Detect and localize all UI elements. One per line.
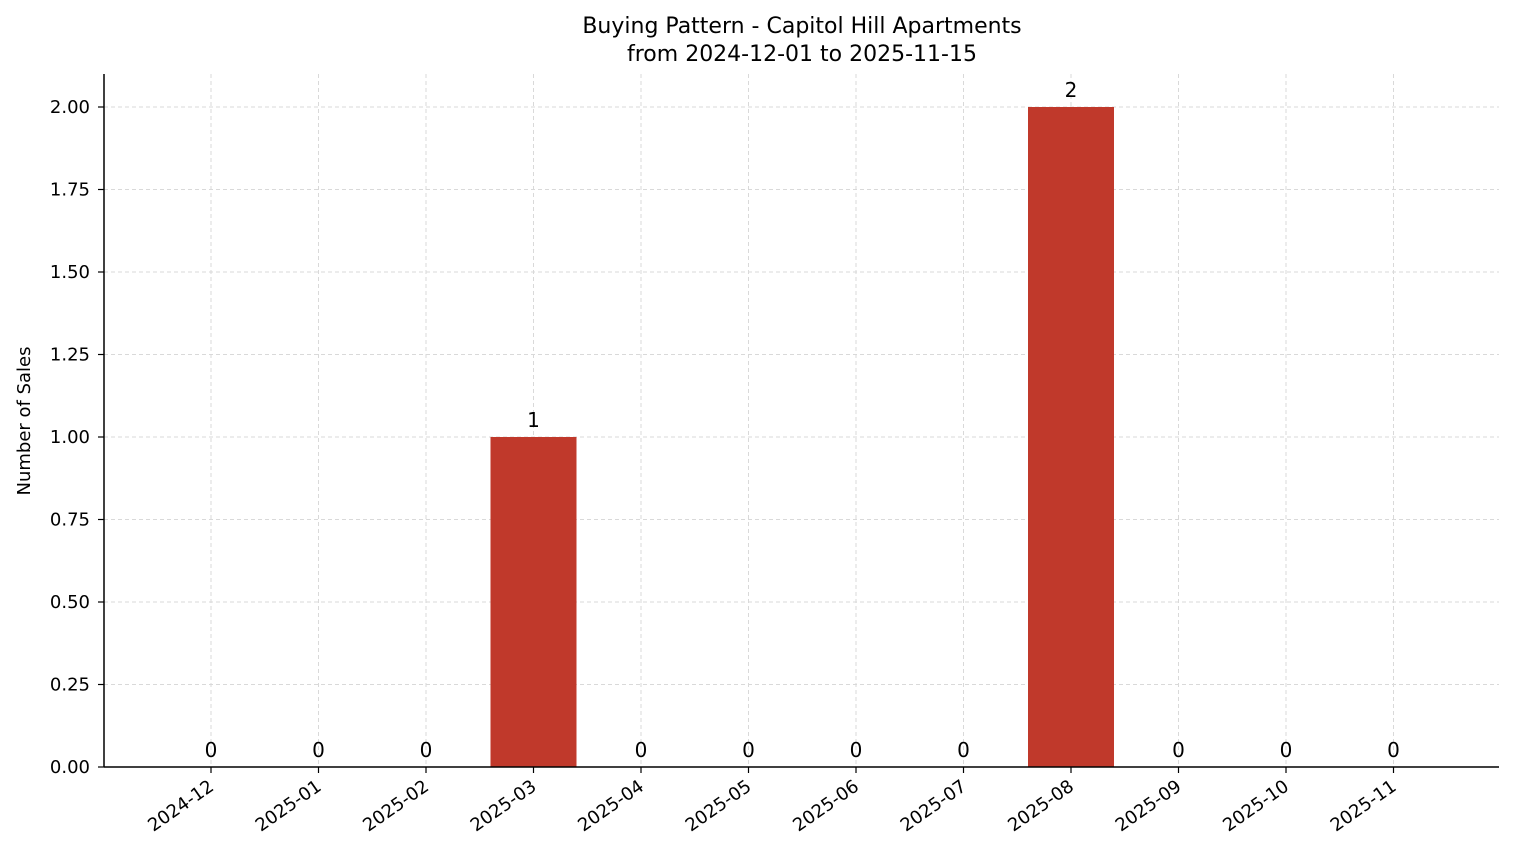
data-label-2025-11: 0 [1387, 738, 1400, 762]
y-ticks-layer: 0.00 0.25 0.50 0.75 1.00 1.25 1.50 1.75 2.00 [50, 97, 104, 778]
data-label-2025-09: 0 [1172, 738, 1185, 762]
axes-layer [103, 74, 1499, 768]
x-tick-label-2024-12: 2024-12 [144, 776, 218, 836]
data-label-2025-01: 0 [312, 738, 325, 762]
data-label-2025-10: 0 [1280, 738, 1293, 762]
y-tick-label: 1.25 [50, 345, 90, 366]
y-tick-label: 1.00 [50, 427, 90, 448]
x-tick-label-2025-01: 2025-01 [252, 776, 326, 836]
x-tick-label-2025-04: 2025-04 [574, 776, 648, 836]
y-axis-label: Number of Sales [14, 346, 35, 495]
y-tick-label: 0.50 [50, 592, 90, 613]
x-tick-label-2025-06: 2025-06 [789, 776, 863, 836]
chart-subtitle: from 2024-12-01 to 2025-11-15 [627, 42, 977, 67]
x-tick-label-2025-07: 2025-07 [897, 776, 971, 836]
data-label-2025-08: 2 [1065, 78, 1078, 102]
bars-layer [490, 107, 1114, 767]
x-tick-label-2025-11: 2025-11 [1327, 776, 1401, 836]
x-tick-label-2025-09: 2025-09 [1112, 776, 1186, 836]
data-label-2025-04: 0 [635, 738, 648, 762]
y-tick-label: 0.00 [50, 757, 90, 778]
x-tick-label-2025-05: 2025-05 [682, 776, 756, 836]
x-ticks-layer: 2024-12 2025-01 2025-02 2025-03 2025-04 2025-… [144, 767, 1400, 836]
y-tick-label: 2.00 [50, 97, 90, 118]
data-labels-layer: 0 0 0 1 0 0 0 0 2 0 0 0 [205, 78, 1400, 762]
y-tick-label: 0.25 [50, 675, 90, 696]
data-label-2025-05: 0 [742, 738, 755, 762]
bar-2025-08 [1028, 107, 1114, 767]
x-tick-label-2025-10: 2025-10 [1219, 776, 1293, 836]
data-label-2025-02: 0 [420, 738, 433, 762]
x-tick-label-2025-03: 2025-03 [467, 776, 541, 836]
data-label-2025-07: 0 [957, 738, 970, 762]
data-label-2025-06: 0 [850, 738, 863, 762]
grid-layer [104, 74, 1499, 768]
y-tick-label: 0.75 [50, 510, 90, 531]
data-label-2024-12: 0 [205, 738, 218, 762]
data-label-2025-03: 1 [527, 408, 540, 432]
x-tick-label-2025-02: 2025-02 [359, 776, 433, 836]
bar-2025-03 [490, 437, 577, 767]
chart-title: Buying Pattern - Capitol Hill Apartments [582, 14, 1021, 39]
y-tick-label: 1.75 [50, 180, 90, 201]
x-tick-label-2025-08: 2025-08 [1004, 776, 1078, 836]
y-tick-label: 1.50 [50, 262, 90, 283]
